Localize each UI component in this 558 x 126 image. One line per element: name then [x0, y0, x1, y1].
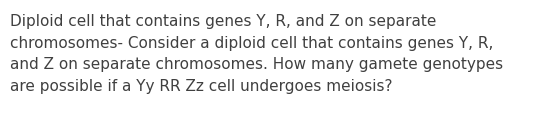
Text: Diploid cell that contains genes Y, R, and Z on separate
chromosomes- Consider a: Diploid cell that contains genes Y, R, a…	[10, 14, 503, 94]
